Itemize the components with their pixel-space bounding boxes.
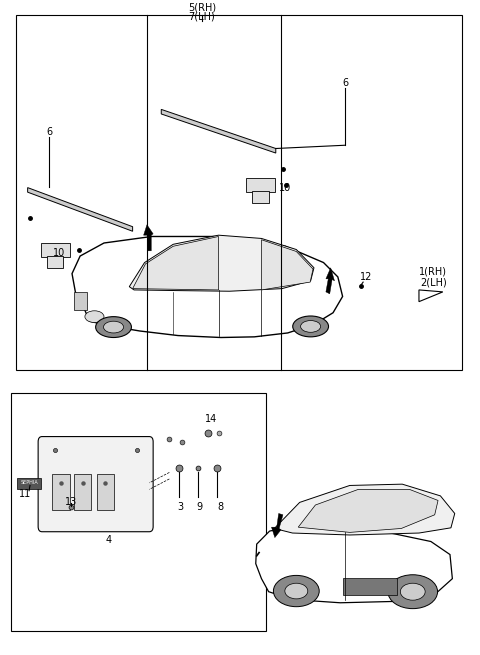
Polygon shape: [132, 236, 218, 290]
Ellipse shape: [274, 575, 319, 607]
Bar: [16, 15, 462, 370]
Text: 7(LH): 7(LH): [189, 12, 215, 22]
Text: 12: 12: [360, 272, 372, 282]
Ellipse shape: [388, 574, 438, 608]
Text: 6: 6: [342, 79, 348, 88]
Text: 13: 13: [64, 497, 77, 508]
Ellipse shape: [293, 316, 328, 337]
Text: 9: 9: [196, 502, 203, 512]
Text: 1(RH)
2(LH): 1(RH) 2(LH): [419, 266, 447, 288]
Ellipse shape: [96, 316, 132, 337]
Bar: [41, 243, 70, 257]
Ellipse shape: [400, 583, 425, 600]
Text: 5(RH): 5(RH): [188, 3, 216, 12]
Polygon shape: [298, 489, 438, 533]
Text: SEPHIA: SEPHIA: [20, 480, 38, 485]
Polygon shape: [161, 109, 276, 153]
Ellipse shape: [104, 321, 123, 333]
Bar: [11, 393, 266, 631]
Polygon shape: [144, 225, 153, 251]
Polygon shape: [256, 525, 452, 603]
Ellipse shape: [285, 583, 308, 599]
Polygon shape: [262, 240, 313, 290]
Text: 11: 11: [19, 489, 31, 499]
Bar: [97, 474, 114, 510]
Polygon shape: [326, 268, 335, 294]
Bar: [17, 477, 41, 489]
Text: 10: 10: [52, 248, 65, 258]
Polygon shape: [419, 290, 443, 302]
Ellipse shape: [85, 310, 104, 322]
Text: 6: 6: [46, 127, 52, 137]
Bar: [52, 474, 70, 510]
Polygon shape: [72, 236, 343, 337]
Polygon shape: [28, 187, 132, 231]
Text: 10: 10: [279, 183, 291, 193]
Bar: [252, 191, 269, 202]
Bar: [343, 578, 397, 595]
Text: 14: 14: [205, 414, 217, 424]
Text: 3: 3: [177, 502, 183, 512]
Bar: [246, 178, 275, 192]
Text: 4: 4: [106, 534, 112, 544]
Bar: [74, 292, 87, 310]
Ellipse shape: [300, 320, 321, 332]
Polygon shape: [275, 484, 455, 535]
FancyBboxPatch shape: [38, 437, 153, 532]
Bar: [74, 474, 91, 510]
Polygon shape: [129, 235, 314, 291]
Polygon shape: [272, 514, 283, 538]
Bar: [47, 256, 63, 268]
Text: 8: 8: [218, 502, 224, 512]
